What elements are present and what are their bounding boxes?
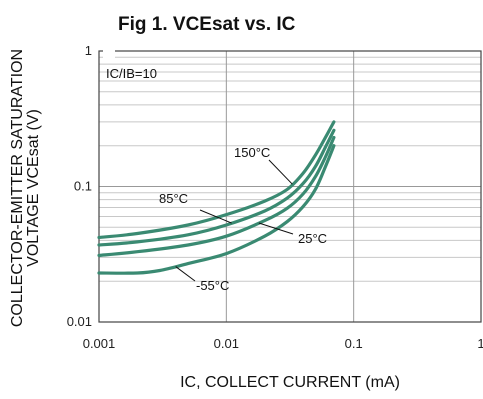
annotation-label-4: -55°C [196,278,229,293]
y-axis-label: COLLECTOR-EMITTER SATURATION VOLTAGE VCE… [9,49,42,327]
x-tick-label: 0.01 [214,336,239,351]
condition-label-bg [103,40,115,62]
annotation-leader-3 [258,222,294,235]
x-tick-label: 0.001 [83,336,116,351]
series-line-3 [97,135,336,257]
tick-labels: 0.001 0.01 0.1 1 0.01 0.1 1 [67,43,483,351]
annotation-leader-4 [175,266,196,282]
y-axis-label-line-1: COLLECTOR-EMITTER SATURATION [9,49,26,327]
y-axis-label-line-2: VOLTAGE VCEsat (V) [25,109,42,267]
annotation-leader-1 [268,159,293,185]
x-tick-label: 0.1 [345,336,363,351]
plot-area [98,50,482,323]
series-line-4 [97,144,336,275]
series-line-1 [97,120,336,240]
plot-frame [98,50,482,323]
x-axis-label: IC, COLLECT CURRENT (mA) [180,374,400,391]
y-tick-label: 0.01 [67,314,92,329]
chart-title: Fig 1. VCEsat vs. IC [118,14,296,35]
y-tick-label: 0.1 [74,179,92,194]
series-line-2 [97,128,336,247]
condition-label: IC/IB=10 [106,66,157,81]
annotation-label-1: 150°C [234,145,270,160]
y-tick-label: 1 [85,43,92,58]
x-tick-label: 1 [477,336,483,351]
annotation-leader-2 [199,209,232,224]
annotations: 150°C 85°C 25°C -55°C [159,145,327,293]
annotation-label-2: 85°C [159,191,188,206]
series-group [97,120,336,275]
annotation-label-3: 25°C [298,231,327,246]
